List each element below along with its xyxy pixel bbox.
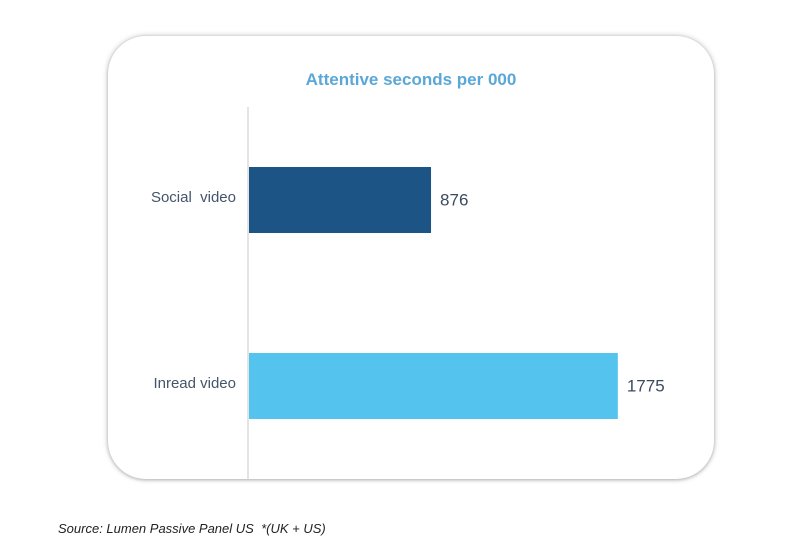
value-label: 1775 [627, 376, 665, 395]
chart-title: Attentive seconds per 000 [305, 70, 517, 89]
source-text: Source: Lumen Passive Panel US [58, 521, 254, 536]
bar-0 [249, 167, 432, 233]
bar-1 [249, 353, 618, 419]
source-note: Source: Lumen Passive Panel US *(UK + US… [58, 521, 326, 536]
region-note: *(UK + US) [261, 521, 326, 536]
category-label: Social video [151, 189, 236, 206]
value-label: 876 [440, 190, 468, 209]
category-label: Inread video [153, 375, 236, 392]
